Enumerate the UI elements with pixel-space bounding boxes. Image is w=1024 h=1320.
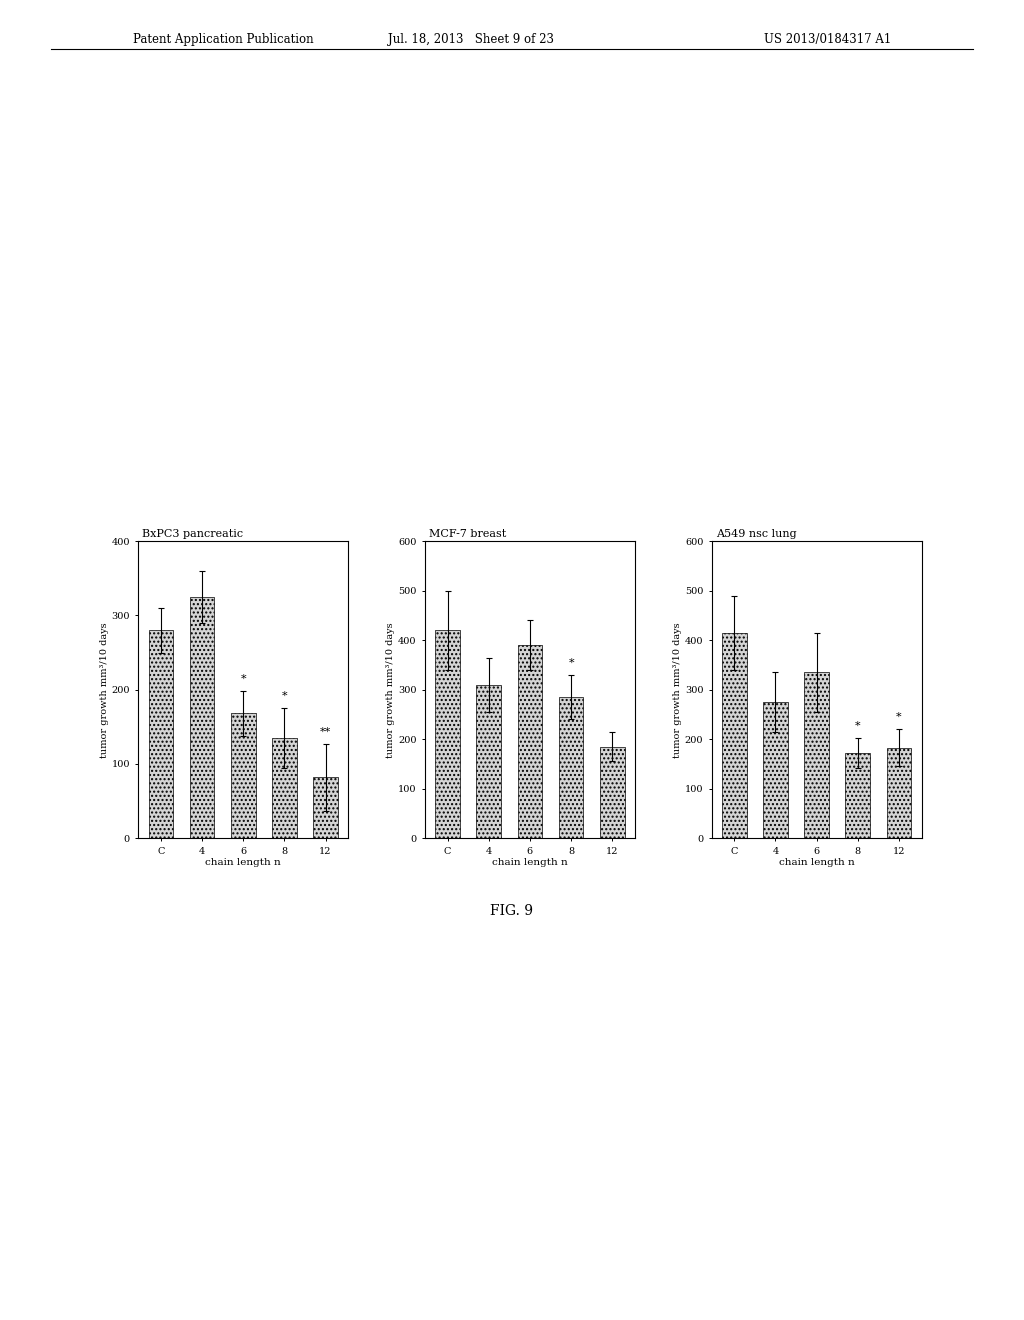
Text: MCF-7 breast: MCF-7 breast: [429, 529, 507, 539]
Text: Patent Application Publication: Patent Application Publication: [133, 33, 313, 46]
Text: US 2013/0184317 A1: US 2013/0184317 A1: [764, 33, 891, 46]
Text: Jul. 18, 2013   Sheet 9 of 23: Jul. 18, 2013 Sheet 9 of 23: [388, 33, 554, 46]
Text: FIG. 9: FIG. 9: [490, 904, 534, 919]
X-axis label: chain length n: chain length n: [206, 858, 281, 867]
Bar: [230, 713, 256, 838]
Text: BxPC3 pancreatic: BxPC3 pancreatic: [142, 529, 244, 539]
Bar: [272, 738, 297, 838]
Text: **: **: [319, 726, 331, 737]
Text: *: *: [241, 673, 246, 684]
Bar: [435, 630, 460, 838]
Y-axis label: tumor growth mm³/10 days: tumor growth mm³/10 days: [386, 622, 395, 758]
Y-axis label: tumor growth mm³/10 days: tumor growth mm³/10 days: [99, 622, 109, 758]
Bar: [313, 777, 338, 838]
Bar: [148, 631, 173, 838]
X-axis label: chain length n: chain length n: [493, 858, 567, 867]
Bar: [600, 747, 625, 838]
Text: A549 nsc lung: A549 nsc lung: [716, 529, 797, 539]
Bar: [517, 645, 543, 838]
Text: *: *: [855, 721, 860, 731]
Bar: [846, 752, 870, 838]
Text: *: *: [568, 657, 573, 668]
Bar: [722, 632, 746, 838]
X-axis label: chain length n: chain length n: [779, 858, 854, 867]
Bar: [763, 702, 787, 838]
Bar: [189, 597, 214, 838]
Bar: [887, 747, 911, 838]
Bar: [804, 672, 829, 838]
Text: *: *: [282, 690, 287, 701]
Bar: [559, 697, 584, 838]
Y-axis label: tumor growth mm³/10 days: tumor growth mm³/10 days: [673, 622, 682, 758]
Bar: [476, 685, 501, 838]
Text: *: *: [896, 711, 902, 721]
